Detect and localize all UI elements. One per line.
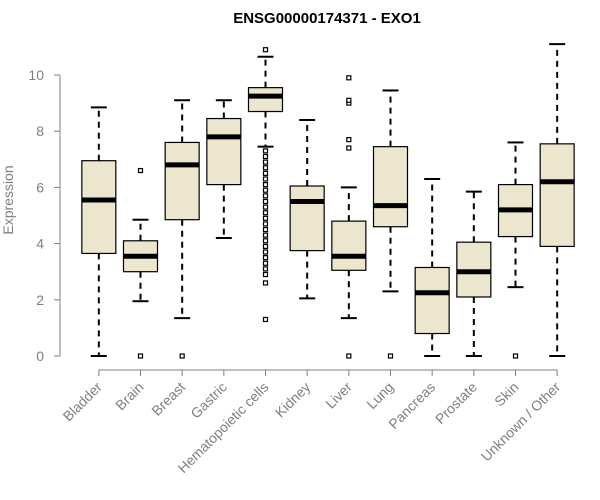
box-gastric	[206, 99, 242, 239]
outlier-point	[262, 260, 269, 266]
boxes-group	[81, 43, 575, 359]
outlier-point	[262, 316, 269, 323]
box-pancreas	[414, 177, 450, 357]
x-tick-label: Prostate	[432, 379, 480, 427]
iqr-box	[331, 220, 367, 271]
outlier-point	[262, 210, 269, 216]
outlier-point	[262, 176, 269, 182]
outlier-point	[262, 204, 269, 210]
outlier-point	[262, 170, 269, 176]
box-skin	[497, 141, 534, 359]
outlier-point	[262, 153, 269, 160]
x-tick-label: Breast	[148, 379, 188, 419]
iqr-box	[164, 141, 200, 221]
y-axis-label: Expression	[0, 165, 16, 234]
outlier-point	[137, 167, 144, 174]
outlier-point	[179, 353, 185, 359]
outlier-point	[262, 280, 269, 286]
outlier-point	[262, 165, 269, 171]
y-tick-label: 4	[36, 236, 44, 252]
outlier-point	[262, 198, 269, 205]
outlier-point	[137, 353, 144, 359]
outlier-point	[346, 145, 352, 151]
x-tick-label: Skin	[491, 379, 522, 410]
x-tick-label: Kidney	[272, 379, 314, 421]
outlier-point	[387, 353, 394, 359]
box-breast	[164, 99, 200, 359]
x-tick-label: Liver	[322, 379, 355, 412]
outlier-point	[262, 226, 269, 233]
box-hematopoietic-cells	[247, 47, 284, 323]
iqr-box	[372, 146, 409, 228]
outlier-point	[262, 187, 269, 193]
box-unknown-other	[539, 43, 575, 357]
outlier-point	[262, 266, 269, 272]
box-brain	[122, 167, 159, 359]
x-tick-label: Unknown / Other	[478, 379, 564, 465]
outlier-point	[262, 193, 269, 199]
iqr-box	[289, 185, 325, 252]
y-tick-label: 6	[36, 179, 44, 195]
x-tick-label: Brain	[112, 379, 146, 413]
iqr-box	[414, 266, 450, 335]
outlier-point	[346, 353, 352, 359]
box-kidney	[289, 118, 325, 300]
outlier-point	[262, 47, 269, 53]
outlier-point	[262, 148, 269, 154]
chart-title: ENSG00000174371 - EXO1	[233, 10, 421, 27]
outlier-point	[262, 238, 269, 244]
y-tick-label: 2	[36, 292, 44, 308]
y-tick-label: 8	[36, 123, 44, 139]
outlier-point	[262, 181, 269, 188]
outlier-point	[512, 353, 519, 359]
outlier-point	[262, 243, 269, 250]
outlier-point	[262, 271, 269, 278]
iqr-box	[539, 143, 575, 248]
box-bladder	[81, 106, 117, 357]
iqr-box	[81, 160, 117, 255]
outlier-point	[346, 75, 352, 81]
box-prostate	[456, 190, 492, 357]
iqr-box	[206, 117, 242, 186]
outlier-point	[262, 221, 269, 227]
iqr-box	[247, 87, 284, 113]
y-tick-label: 0	[36, 348, 44, 364]
box-liver	[331, 75, 367, 359]
outlier-point	[262, 215, 269, 221]
outlier-point	[262, 159, 269, 165]
outlier-point	[346, 137, 352, 143]
outlier-point	[346, 97, 352, 103]
y-axis: 0 2 4 6 8 10	[28, 67, 61, 364]
outlier-point	[262, 255, 269, 261]
box-lung	[372, 89, 409, 359]
outlier-point	[262, 232, 269, 238]
x-tick-label: Lung	[363, 379, 396, 412]
x-tick-label: Bladder	[60, 379, 106, 425]
outlier-point	[262, 249, 269, 255]
y-tick-label: 10	[28, 67, 44, 83]
